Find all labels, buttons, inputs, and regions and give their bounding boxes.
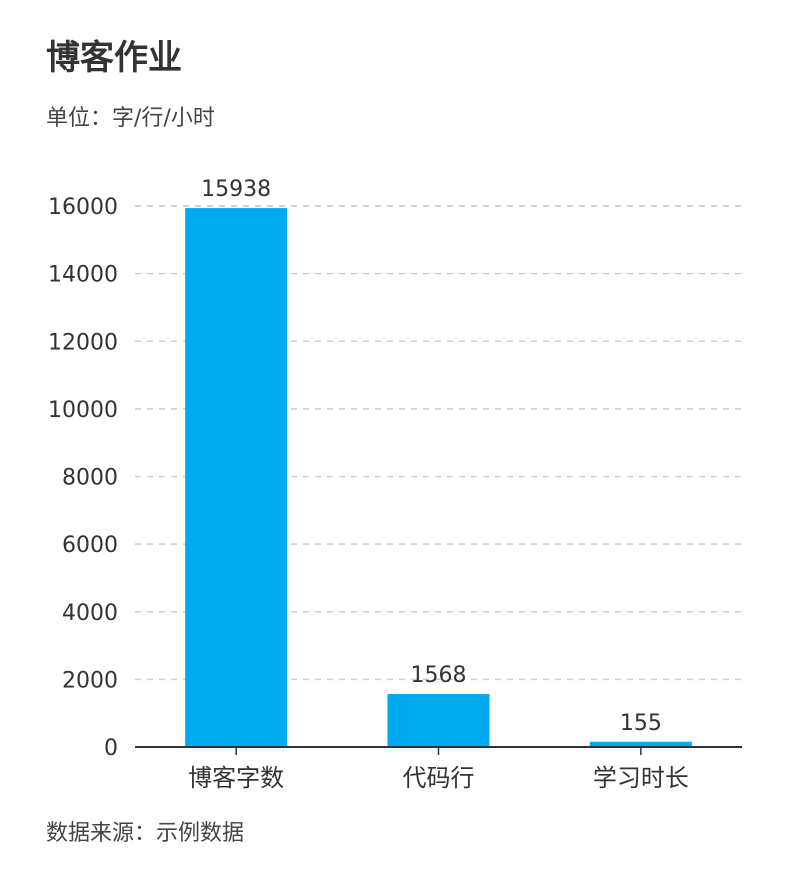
bar bbox=[185, 208, 288, 747]
y-tick-label: 2000 bbox=[62, 668, 118, 693]
x-axis bbox=[135, 746, 742, 755]
x-category-label: 学习时长 bbox=[593, 764, 689, 792]
chart-title: 博客作业 bbox=[46, 38, 182, 78]
x-category-label: 博客字数 bbox=[188, 764, 284, 792]
chart-subtitle: 单位：字/行/小时 bbox=[46, 106, 215, 131]
bar bbox=[589, 741, 692, 747]
y-tick-label: 6000 bbox=[62, 533, 118, 558]
y-tick-label: 10000 bbox=[48, 398, 118, 423]
y-tick-label: 14000 bbox=[48, 263, 118, 288]
y-tick-label: 12000 bbox=[48, 330, 118, 355]
bar bbox=[387, 693, 490, 747]
x-category-label: 代码行 bbox=[403, 764, 475, 792]
data-label: 155 bbox=[620, 711, 662, 736]
chart-source: 数据来源：示例数据 bbox=[46, 821, 245, 846]
y-tick-label: 4000 bbox=[62, 601, 118, 626]
bars bbox=[185, 208, 692, 747]
y-axis-ticks: 0 2000 4000 6000 8000 10000 12000 14000 16000 bbox=[48, 195, 118, 761]
y-tick-label: 16000 bbox=[48, 195, 118, 220]
category-labels: 博客字数 代码行 学习时长 bbox=[188, 764, 689, 792]
data-label: 1568 bbox=[411, 663, 467, 688]
y-tick-label: 0 bbox=[104, 736, 118, 761]
y-tick-label: 8000 bbox=[62, 466, 118, 491]
data-label: 15938 bbox=[201, 177, 271, 202]
data-labels: 15938 1568 155 bbox=[201, 177, 662, 736]
